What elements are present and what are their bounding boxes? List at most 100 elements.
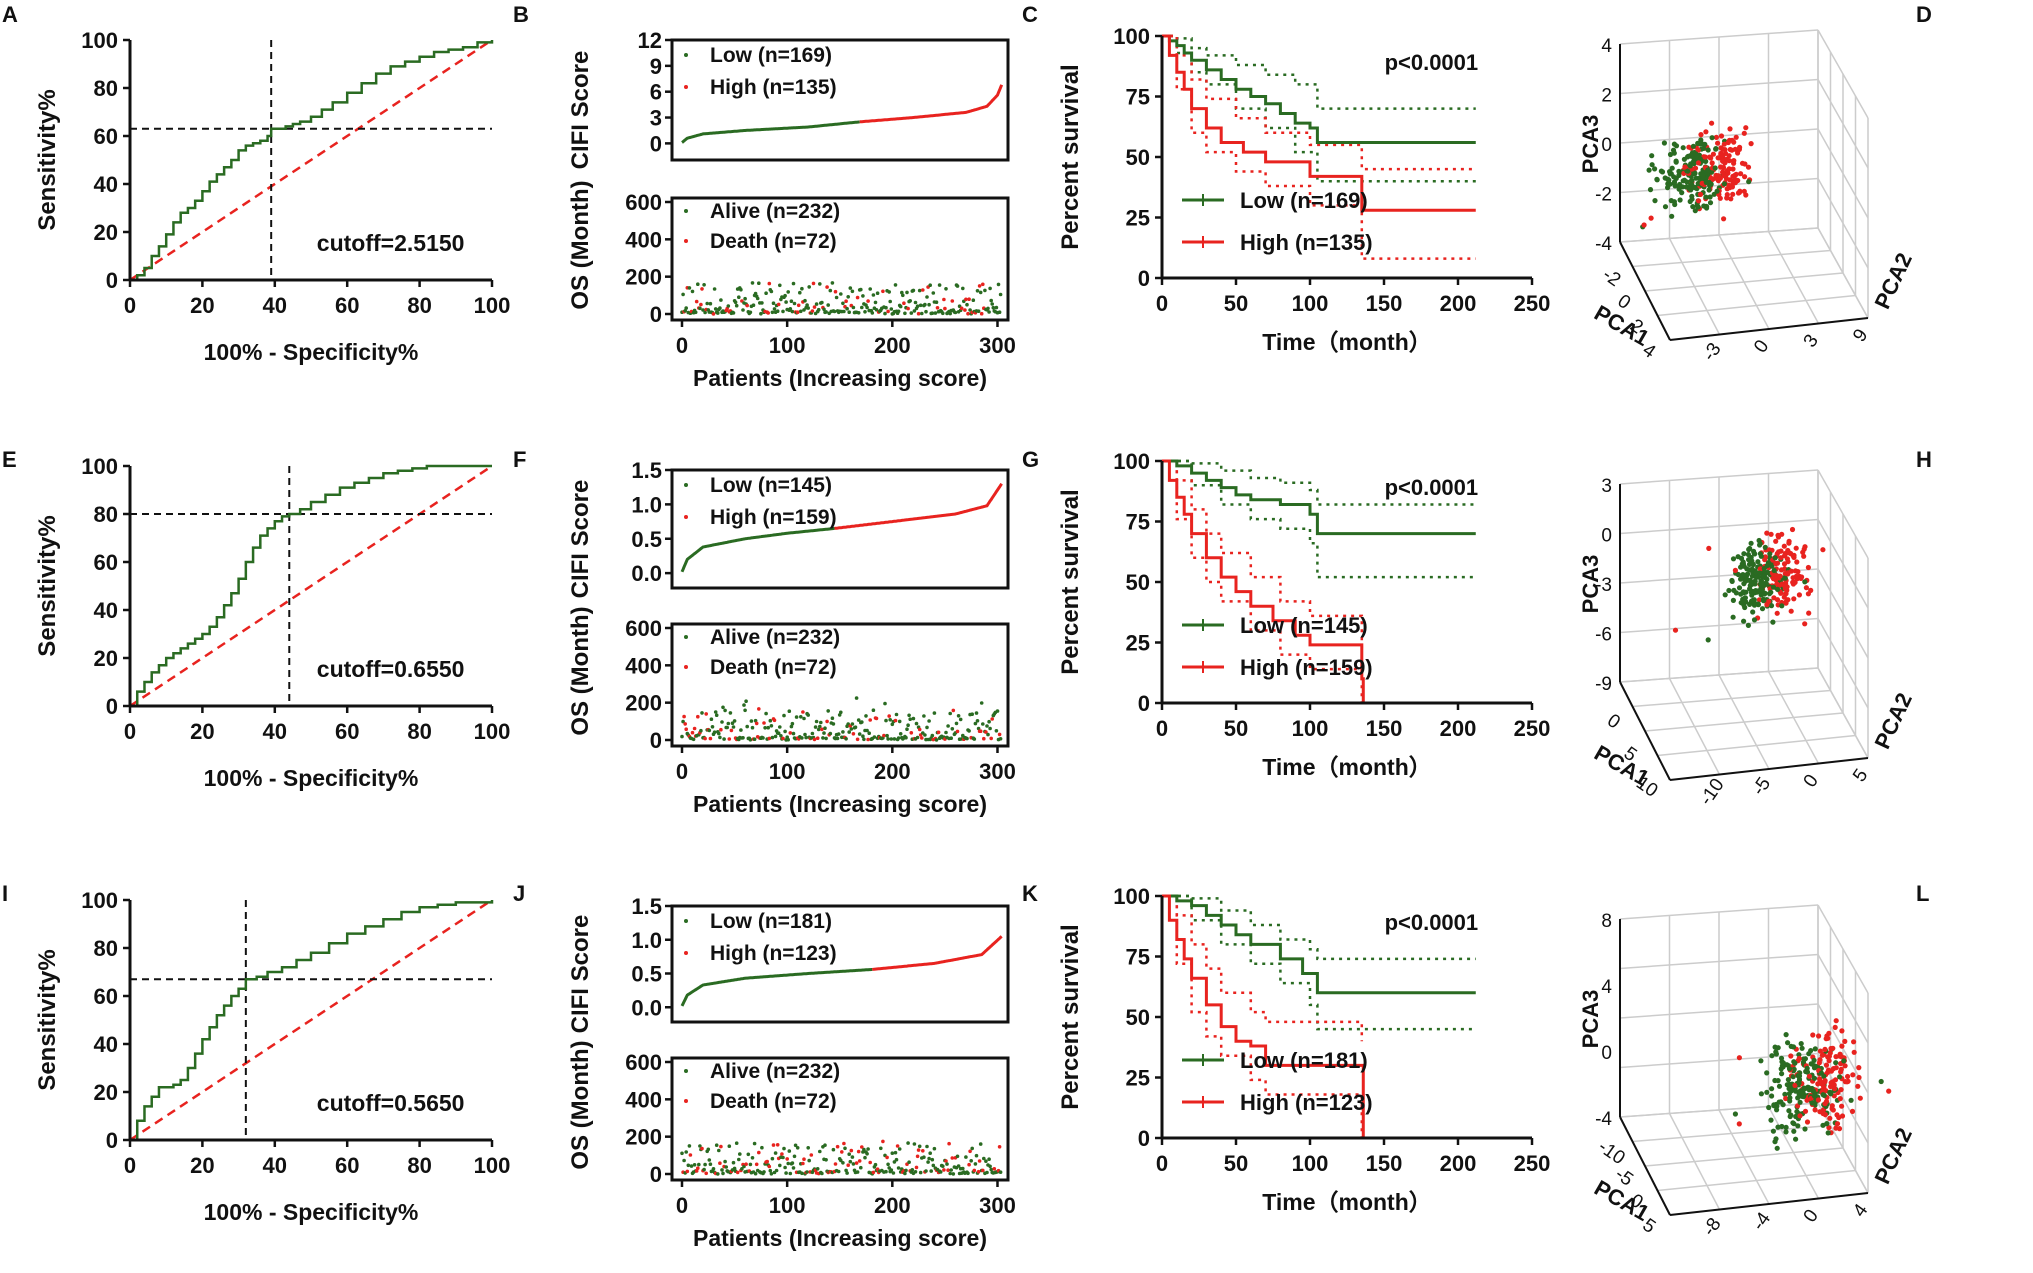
os-point	[867, 731, 871, 735]
os-point	[851, 1162, 856, 1166]
os-point	[732, 719, 737, 723]
os-point	[720, 1168, 724, 1172]
os-point	[833, 289, 838, 294]
pca-point	[1824, 1121, 1830, 1127]
os-point	[696, 1166, 700, 1170]
os-point	[847, 1152, 851, 1156]
legend-text: Low (n=181)	[1240, 1048, 1368, 1073]
os-point	[949, 1168, 953, 1172]
legend-text: High (n=123)	[710, 942, 837, 965]
pca-point	[1775, 586, 1781, 593]
reference-diagonal	[129, 38, 493, 282]
pca-point	[1809, 1100, 1815, 1106]
os-point	[964, 297, 968, 302]
os-point	[680, 1151, 684, 1156]
os-point	[860, 1145, 864, 1149]
pca-point	[1724, 168, 1731, 174]
os-point	[754, 721, 759, 726]
x-tick-label: 0	[124, 1153, 136, 1178]
pca-point	[1693, 151, 1699, 157]
os-point	[889, 307, 894, 311]
y-axis-title: Sensitivity%	[34, 89, 61, 230]
os-point	[848, 286, 853, 290]
pca-point	[1766, 598, 1772, 605]
score-curve-low	[681, 120, 860, 144]
os-point	[898, 304, 903, 309]
os-point	[721, 705, 725, 710]
os-point	[816, 307, 821, 312]
pca-point	[1751, 617, 1758, 623]
pca-point	[1786, 550, 1792, 556]
os-point	[831, 722, 836, 726]
pca-point	[1691, 184, 1697, 190]
os-point	[921, 288, 925, 292]
os-point	[930, 311, 935, 316]
grid-line	[1718, 234, 1770, 330]
pca-point	[1738, 555, 1745, 562]
y-tick-label: 25	[1126, 1066, 1150, 1091]
os-point	[702, 1167, 706, 1172]
os-point	[737, 1157, 741, 1162]
survival-curve-high	[1162, 894, 1365, 1138]
pca-point	[1769, 1093, 1775, 1099]
y-tick-label: 600	[625, 190, 662, 215]
os-point	[942, 1168, 946, 1172]
pca-outlier	[1886, 1088, 1892, 1094]
y-tick-label: 0	[650, 728, 662, 753]
os-point	[910, 1168, 915, 1172]
pca-point	[1833, 1018, 1839, 1024]
pca-point	[1766, 547, 1772, 553]
legend-text: Alive (n=232)	[710, 1060, 840, 1083]
os-point	[739, 287, 743, 292]
os-point	[692, 726, 697, 731]
pca-point	[1778, 1055, 1785, 1061]
y-tick-label: 0	[1800, 771, 1823, 792]
os-point	[956, 714, 961, 718]
pca-point	[1715, 140, 1721, 146]
os-point	[815, 736, 820, 740]
grid-line	[1817, 227, 1869, 319]
os-point	[791, 731, 796, 736]
os-point	[888, 718, 892, 722]
os-point	[727, 737, 732, 741]
os-point	[992, 1167, 997, 1171]
os-point	[776, 302, 781, 307]
y-tick-label: 100	[1113, 24, 1150, 49]
pca-point	[1796, 1055, 1802, 1062]
z-tick-label: 4	[1601, 977, 1612, 998]
pca-point	[1828, 1068, 1834, 1074]
os-point	[841, 301, 845, 306]
os-point	[712, 730, 717, 734]
os-point	[850, 289, 855, 294]
os-point	[711, 312, 716, 316]
pca-point	[1784, 584, 1790, 590]
pca-point	[1794, 559, 1800, 565]
score-curve-high	[834, 482, 1003, 530]
os-point	[896, 1166, 901, 1170]
os-point	[768, 1168, 773, 1173]
os-panel-2: 0 200 400 600 0 100 200 300 Alive (n=232) Death (…	[567, 606, 1016, 817]
pca-point	[1733, 177, 1739, 183]
pca-point	[1791, 554, 1797, 561]
os-point	[874, 716, 879, 721]
pca-point	[1769, 1086, 1775, 1092]
os-point	[793, 1143, 798, 1148]
os-point	[922, 1155, 926, 1159]
os-point	[904, 1168, 908, 1173]
pca-point	[1797, 1113, 1803, 1119]
pca-point	[1777, 573, 1783, 579]
pca-point	[1829, 1103, 1835, 1109]
pca-point	[1669, 213, 1675, 219]
x-tick-label: 80	[407, 293, 431, 318]
os-point	[690, 730, 695, 735]
os-point	[755, 296, 760, 301]
os-point	[932, 711, 937, 715]
os-point	[706, 1147, 711, 1152]
y-tick-label: 0	[1138, 266, 1150, 291]
pca-point	[1756, 597, 1762, 603]
os-point	[807, 285, 811, 289]
y-tick-label: 0	[650, 131, 662, 156]
score-frame	[670, 904, 1010, 1024]
os-point	[966, 311, 970, 316]
pca-point	[1731, 160, 1737, 166]
